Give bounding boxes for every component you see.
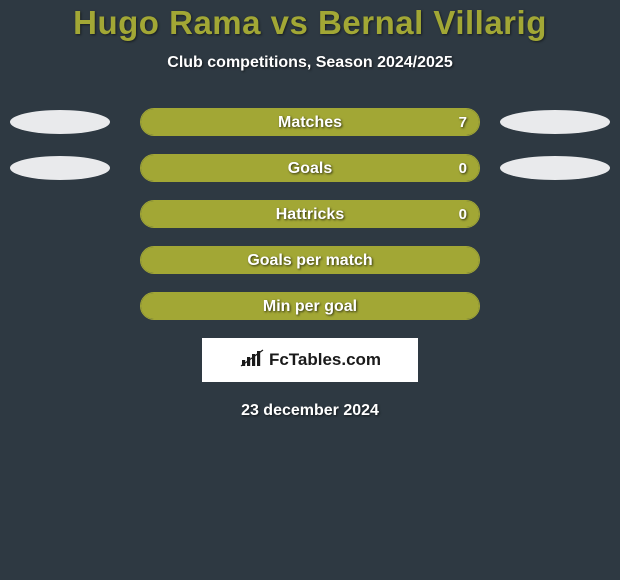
player1-disc [10,156,110,180]
player2-disc [500,110,610,134]
stat-value: 0 [459,201,467,228]
comparison-infographic: Hugo Rama vs Bernal Villarig Club compet… [0,0,620,420]
stat-row: Goals per match [0,246,620,274]
stat-label: Hattricks [141,201,479,228]
stat-row: Matches7 [0,108,620,136]
stat-label: Goals per match [141,247,479,274]
stat-bar: Goals0 [140,154,480,182]
player2-disc [500,156,610,180]
stat-row: Min per goal [0,292,620,320]
stat-label: Matches [141,109,479,136]
page-title: Hugo Rama vs Bernal Villarig [0,4,620,42]
subtitle: Club competitions, Season 2024/2025 [0,54,620,72]
stat-value: 0 [459,155,467,182]
player1-disc [10,110,110,134]
bars-icon [239,348,265,373]
stat-row: Hattricks0 [0,200,620,228]
stat-label: Goals [141,155,479,182]
stat-bar: Min per goal [140,292,480,320]
stat-value: 7 [459,109,467,136]
stats-area: Matches7Goals0Hattricks0Goals per matchM… [0,108,620,320]
brand-text: FcTables.com [269,350,381,370]
stat-bar: Goals per match [140,246,480,274]
date-line: 23 december 2024 [0,402,620,420]
stat-label: Min per goal [141,293,479,320]
stat-row: Goals0 [0,154,620,182]
stat-bar: Matches7 [140,108,480,136]
stat-bar: Hattricks0 [140,200,480,228]
brand-box: FcTables.com [202,338,418,382]
brand-inner: FcTables.com [239,348,381,373]
